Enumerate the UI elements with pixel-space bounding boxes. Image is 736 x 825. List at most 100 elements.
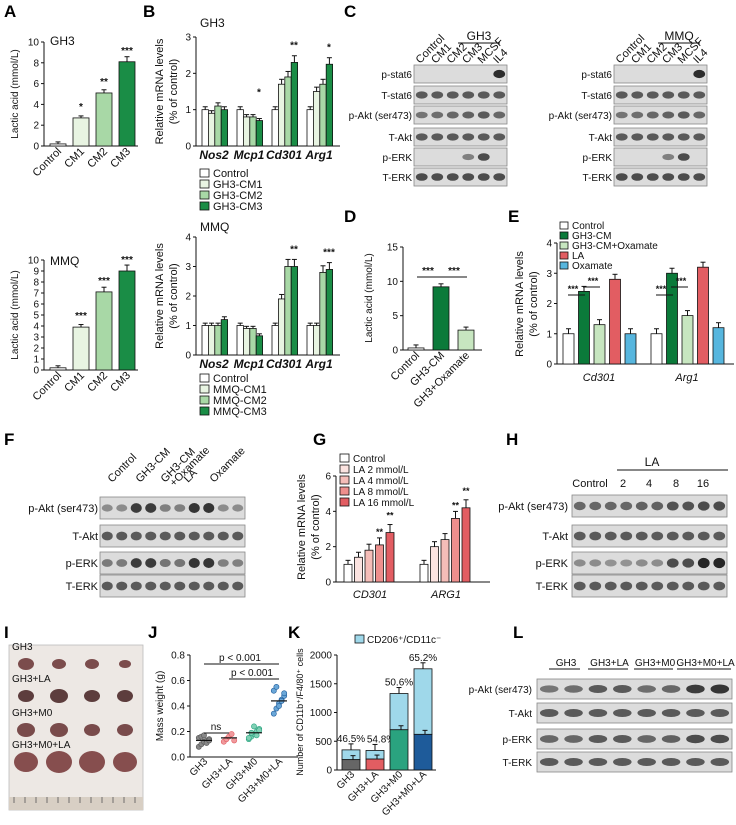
percent-label: 46.5%: [337, 734, 365, 745]
y-tick-label: 1: [546, 329, 552, 340]
legend-label: Oxamate: [572, 261, 613, 272]
bar-bottom-segment: [341, 759, 361, 771]
blot-band: [446, 173, 459, 181]
blot-band: [174, 558, 186, 568]
tumor-specimen: [84, 724, 100, 736]
bar: [319, 83, 327, 147]
blot-band: [697, 531, 710, 541]
gene-label: Cd301: [266, 357, 302, 371]
legend-label: GH3-CM2: [213, 190, 263, 202]
percent-label: 65.2%: [409, 653, 437, 664]
bar: [430, 546, 439, 583]
blot-band: [477, 91, 490, 99]
legend-label: Control: [213, 168, 248, 180]
bar: [681, 315, 694, 365]
blot-band: [130, 581, 142, 591]
lane-label: Oxamate: [208, 445, 248, 485]
y-tick-label: 500: [315, 737, 332, 748]
bar-bottom-segment: [389, 729, 409, 771]
blot-band: [564, 735, 583, 743]
blot-band: [573, 581, 586, 591]
gene-label: Arg1: [674, 372, 698, 384]
y-tick-label: 0.4: [171, 702, 185, 713]
blot-strip: [613, 64, 708, 84]
blot-header: GH3: [467, 29, 492, 43]
bar-top-segment: [389, 693, 409, 731]
legend-swatch: [339, 464, 350, 474]
blot-header: LA: [645, 455, 660, 469]
blot-strip: [613, 127, 708, 147]
blot-band: [693, 111, 706, 119]
panel-j: 0.00.20.40.60.8GH3GH3+LAGH3+M0GH3+M0+LAp…: [155, 651, 298, 805]
y-axis-label: Relative mRNA levels: [514, 251, 526, 357]
significance-label: ***: [98, 276, 110, 287]
blot-band: [631, 91, 644, 99]
bar: [432, 286, 450, 351]
legend-swatch: [199, 406, 210, 416]
blot-band: [604, 531, 617, 541]
blot-band: [462, 91, 475, 99]
legend-swatch: [199, 384, 210, 394]
blot-strip: [536, 751, 733, 773]
bar: [49, 143, 67, 147]
blot-strip: [571, 524, 728, 548]
blot-row-label: T-ERK: [66, 581, 99, 593]
blot-band: [686, 684, 705, 694]
bar: [284, 76, 292, 147]
significance-label: p < 0.001: [219, 653, 261, 664]
blot-band: [588, 708, 608, 718]
bar: [49, 367, 67, 371]
blot-band: [662, 153, 675, 161]
blot-strip: [413, 127, 508, 147]
y-tick-label: 2: [546, 299, 552, 310]
bar: [306, 325, 314, 356]
y-tick-label: 0: [185, 351, 191, 362]
y-tick-label: 15: [387, 243, 399, 254]
significance-label: **: [462, 486, 470, 496]
data-point: [251, 723, 257, 730]
blot-band: [662, 111, 675, 119]
blot-band: [620, 559, 633, 567]
blot-band: [203, 503, 215, 513]
blot-band: [145, 558, 157, 568]
percent-label: 54.8%: [367, 734, 395, 745]
blot-row-label: p-ERK: [583, 153, 613, 164]
blot-band: [217, 559, 229, 567]
photo-group-label: GH3+M0: [12, 708, 53, 719]
blot-band: [666, 581, 679, 591]
bar: [201, 109, 209, 147]
blot-band: [493, 133, 506, 141]
blot-band: [130, 503, 142, 513]
x-tick-label: CM1: [62, 146, 87, 171]
panel-letter-i: I: [4, 623, 9, 642]
blot-band: [415, 111, 428, 119]
y-tick-label: 5: [33, 311, 39, 322]
blot-band: [564, 685, 583, 693]
chart-title: MMQ: [200, 220, 229, 234]
significance-label: *: [327, 42, 331, 53]
data-point: [228, 731, 235, 737]
blot-band: [174, 581, 186, 591]
y-axis-label: Relative mRNA levels: [154, 243, 166, 349]
y-axis-label: Number of CD11b⁺/F4/80⁺ cells: [295, 648, 305, 776]
blot-band: [713, 531, 726, 541]
blot-band: [589, 501, 602, 511]
blot-band: [615, 133, 628, 141]
blot-band: [713, 581, 726, 591]
blot-band: [493, 173, 506, 181]
blot-strip: [536, 728, 733, 750]
blot-row-label: p-Akt (ser473): [498, 501, 568, 513]
y-tick-label: 8: [33, 58, 39, 69]
blot-band: [682, 581, 695, 591]
blot-band: [573, 501, 586, 511]
legend-swatch: [199, 201, 210, 211]
bar-top-segment: [341, 749, 361, 761]
bar: [277, 298, 286, 356]
tumor-specimen: [117, 690, 133, 702]
gene-label: Nos2: [199, 148, 229, 162]
blot-strip: [413, 167, 508, 187]
y-tick-label: 0.6: [171, 676, 185, 687]
blot-band: [637, 757, 656, 767]
